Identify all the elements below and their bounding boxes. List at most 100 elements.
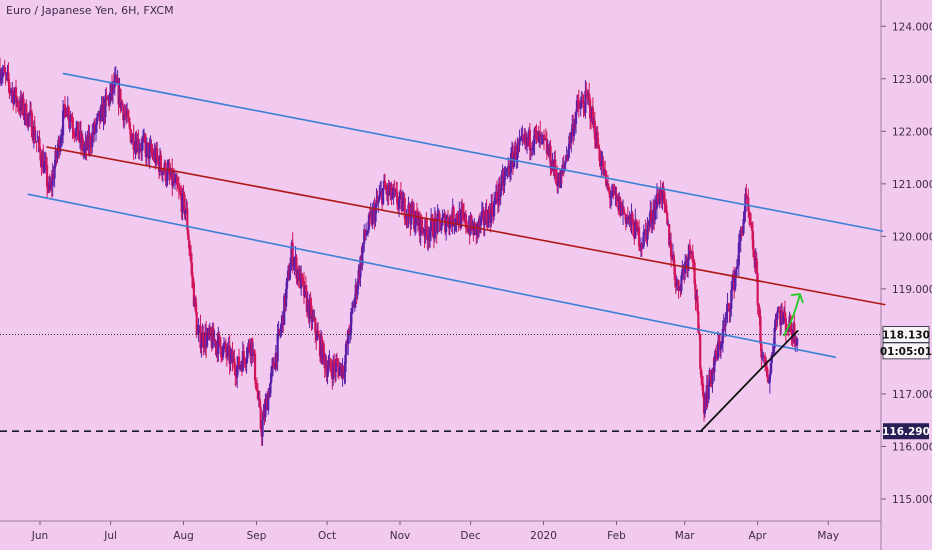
candle-body [209,328,212,337]
candle-body [141,139,145,142]
candle-body [36,141,39,143]
candle-body [495,191,499,200]
candle-body [460,209,463,228]
candle-body [555,173,558,177]
candle-body [559,172,563,189]
time-axis[interactable]: Jun Jul Aug Sep Oct Nov Dec 2020 Feb Mar Apr May [31,521,839,542]
candle-body [759,316,762,344]
time-tick-label: Nov [390,530,411,542]
candle-body [600,161,603,167]
candle-body [175,177,179,185]
candle-body [564,160,567,164]
candle-body [279,330,282,333]
candle-body [63,104,67,108]
candle-body [554,159,557,174]
candle-body [246,347,249,359]
candle-body [663,192,666,204]
candle-body [531,147,534,151]
candle-body [151,152,154,155]
candle-body [366,229,370,234]
candle-body [426,229,429,241]
price-tick-label: 121.000 [892,179,932,191]
price-tick-label: 124.000 [892,21,932,33]
candle-body [264,403,267,418]
time-tick-label: Oct [318,530,336,542]
candle-body [642,231,645,247]
candle-body [336,362,339,367]
candle-body [656,193,659,200]
candle-body [613,189,616,195]
candle-body [483,223,486,225]
candle-body [535,132,538,134]
candle-body [636,222,639,232]
candle-body [194,297,197,313]
candle-body [456,214,459,221]
candle-body [79,130,83,145]
candle-body [326,370,329,378]
candle-body [745,193,748,198]
candle-body [488,209,491,213]
candle-body [75,127,78,137]
candle-body [687,245,691,260]
candle-body [191,276,195,283]
candle-body [763,355,766,357]
candle-body [503,176,506,186]
candle-body [767,382,771,384]
candle-body [5,73,8,75]
candle-body [330,367,333,372]
candle-body [534,128,537,133]
candle-body [498,183,501,197]
candle-body [556,176,559,187]
candle-body [14,87,18,103]
candle-body [680,275,683,292]
candle-body [308,301,311,319]
candle-body [770,354,773,364]
candle-body [127,117,131,123]
candle-body [790,330,793,335]
candle-body [421,227,424,233]
candle-body [474,223,477,225]
candle-body [391,195,394,199]
candle-body [465,228,468,230]
candle-body [221,356,224,358]
candle-body [283,295,286,326]
candle-body [25,104,28,125]
candle-body [377,200,380,203]
candle-body [480,211,483,218]
time-tick-label: Aug [173,530,194,542]
candle-body [10,91,13,93]
candle-body [440,225,443,231]
candle-body [688,245,691,251]
price-axis[interactable]: 124.000 123.000 122.000 121.000 120.000 119.0… [881,21,932,506]
candle-body [54,150,57,167]
candle-body [672,254,675,267]
candle-body [722,324,725,329]
candle-body [644,229,647,231]
candle-body [730,290,733,309]
candle-body [758,307,761,317]
candle-body [253,350,256,354]
candle-body [726,303,729,312]
time-tick-label: May [817,530,839,542]
candle-body [491,203,494,214]
candle-body [329,358,332,368]
candle-body [190,262,194,277]
candle-body [381,188,385,205]
candle-body [43,162,46,173]
candle-body [365,234,368,236]
candle-body [259,406,262,429]
candle-body [776,311,779,320]
drawings-group [27,72,886,432]
candle-body [347,330,350,345]
candle-body [384,188,387,190]
candle-body [773,327,776,349]
candle-body [60,136,63,143]
candle-body [651,222,654,224]
candle-body [292,264,295,267]
candle-body [233,357,236,369]
candle-body [229,353,232,364]
candle-body [387,185,390,195]
candle-body [224,343,227,352]
candle-body [519,138,522,141]
